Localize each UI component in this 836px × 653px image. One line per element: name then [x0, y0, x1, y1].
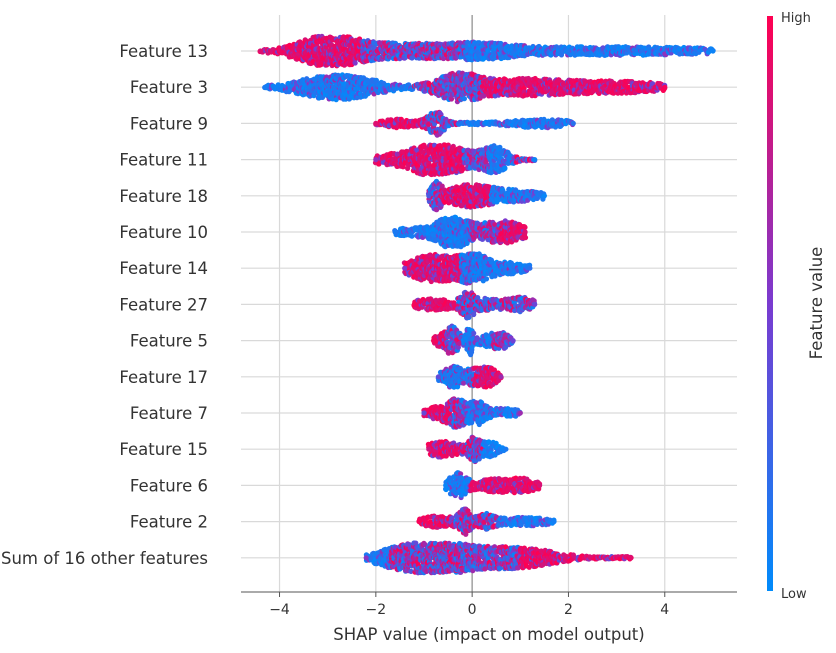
feature-swarm [262, 70, 668, 105]
dots-layer [257, 33, 716, 576]
shap-point [710, 48, 716, 54]
shap-point [502, 165, 508, 172]
shap-point [662, 84, 668, 90]
shap-point [373, 120, 379, 126]
shap-point [532, 157, 538, 163]
feature-swarm [373, 109, 576, 138]
feature-swarm [425, 178, 548, 213]
feature-swarm [372, 142, 538, 178]
shap-point [461, 96, 467, 102]
shap-point [262, 84, 268, 90]
shap-point [352, 60, 358, 66]
shap-point [481, 93, 487, 99]
shap-point [570, 120, 576, 126]
shap-point [373, 157, 379, 163]
shap-point [257, 48, 263, 54]
feature-swarm [257, 33, 716, 69]
